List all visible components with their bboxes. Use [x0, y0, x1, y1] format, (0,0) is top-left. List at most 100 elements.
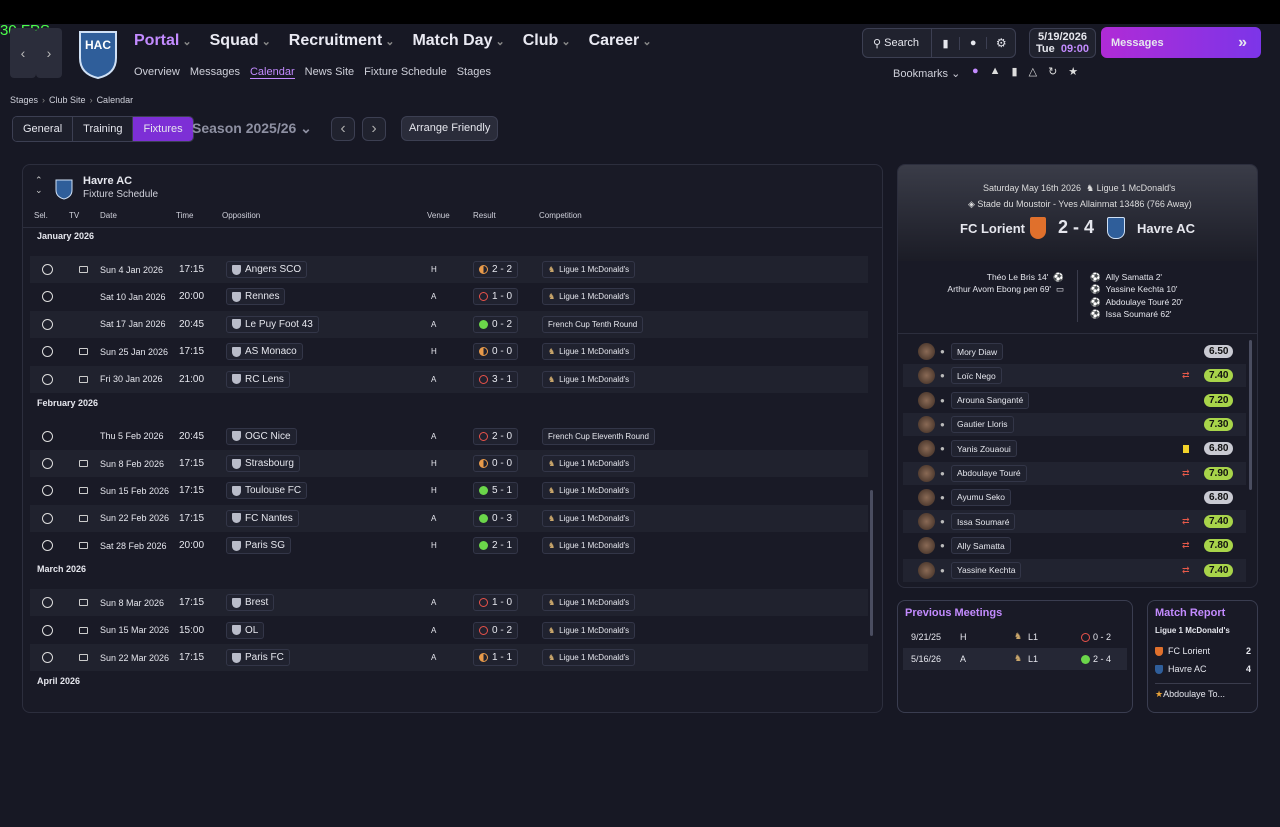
select-circle[interactable] — [42, 597, 53, 609]
select-circle[interactable] — [42, 373, 53, 385]
competition[interactable]: ♞ Ligue 1 McDonald's — [542, 509, 636, 527]
arrange-friendly-button[interactable]: Arrange Friendly — [401, 116, 499, 141]
fixture-row[interactable]: Sun 8 Mar 2026 17:15 Brest A 1 - 0 ♞ Ligue 1 M… — [30, 589, 868, 617]
competition[interactable]: ♞ Ligue 1 McDonald's — [542, 370, 636, 388]
settings-button[interactable]: ⚙ — [995, 36, 1007, 50]
opposition[interactable]: Paris SG — [226, 537, 292, 555]
subnav-item[interactable]: Stages — [456, 66, 491, 78]
fixture-row[interactable]: Sun 22 Feb 2026 17:15 FC Nantes A 0 - 3 ♞ Ligu… — [30, 504, 868, 532]
player-row[interactable]: ● Abdoulaye Touré ⇄ 7.90 — [903, 461, 1246, 485]
fixture-row[interactable]: Sun 22 Mar 2026 17:15 Paris FC A 1 - 1 ♞ Ligue… — [30, 644, 868, 671]
season-select[interactable]: Season 2025/26 ⌄ — [192, 120, 312, 136]
player-name[interactable]: Gautier Lloris — [951, 415, 1014, 433]
match-report[interactable] — [1147, 600, 1258, 713]
competition[interactable]: ♞ Ligue 1 McDonald's — [542, 288, 636, 306]
result[interactable]: 0 - 3 — [473, 509, 519, 527]
bookmarks-menu[interactable]: Bookmarks ⌄ — [893, 68, 961, 80]
player-name[interactable]: Loïc Nego — [951, 367, 1002, 385]
fixture-row[interactable]: Sun 8 Feb 2026 17:15 Strasbourg H 0 - 0 ♞ Ligu… — [30, 450, 868, 477]
fixture-row[interactable]: Sun 15 Mar 2026 15:00 OL A 0 - 2 ♞ Ligue 1 McD… — [30, 617, 868, 644]
opposition[interactable]: AS Monaco — [226, 343, 303, 361]
player-row[interactable]: ● Arouna Sanganté 7.20 — [903, 389, 1246, 412]
back-button[interactable]: ‹ — [10, 28, 36, 78]
tab[interactable]: Training — [72, 117, 133, 141]
competition[interactable]: ♞ Ligue 1 McDonald's — [542, 594, 636, 612]
subnav-item[interactable]: Calendar — [249, 66, 295, 79]
opposition[interactable]: OL — [226, 621, 265, 639]
fixture-row[interactable]: Sat 17 Jan 2026 20:45 Le Puy Foot 43 A 0 - 2… — [30, 310, 868, 338]
subnav-item[interactable]: Fixture Schedule — [364, 66, 447, 78]
fixture-row[interactable]: Sat 10 Jan 2026 20:00 Rennes A 1 - 0 ♞ Ligue 1… — [30, 283, 868, 310]
fixture-row[interactable]: Sun 15 Feb 2026 17:15 Toulouse FC H 5 - 1 ♞ Li… — [30, 477, 868, 504]
result[interactable]: 5 - 1 — [473, 482, 519, 500]
fixture-row[interactable]: Sun 25 Jan 2026 17:15 AS Monaco H 0 - 0 ♞ Ligu… — [30, 338, 868, 365]
result[interactable]: 2 - 2 — [473, 261, 519, 278]
player-row[interactable]: ● Yanis Zouaoui 6.80 — [903, 437, 1246, 460]
select-circle[interactable] — [42, 346, 53, 358]
result[interactable]: 2 - 0 — [473, 427, 519, 445]
competition[interactable]: ♞ Ligue 1 McDonald's — [542, 482, 636, 500]
next-season[interactable]: › — [362, 117, 386, 141]
crumb[interactable]: Club Site — [49, 95, 86, 105]
prev-season[interactable]: ‹ — [331, 117, 355, 141]
player-name[interactable]: Ally Samatta — [951, 537, 1011, 555]
player-name[interactable]: Ayumu Seko — [951, 488, 1012, 506]
result[interactable]: 1 - 0 — [473, 594, 519, 612]
opposition[interactable]: Angers SCO — [226, 261, 308, 278]
result[interactable]: 0 - 0 — [473, 455, 519, 472]
result[interactable]: 1 - 1 — [473, 649, 519, 666]
select-circle[interactable] — [42, 430, 53, 442]
fixture-row[interactable]: Sun 4 Jan 2026 17:15 Angers SCO H 2 - 2 ♞ Ligu… — [30, 256, 868, 283]
competition[interactable]: ♞ Ligue 1 McDonald's — [542, 455, 636, 472]
opposition[interactable]: RC Lens — [226, 370, 290, 388]
result[interactable]: 0 - 2 — [473, 315, 519, 333]
meeting-row[interactable]: 9/21/25 H ♞ L1 0 - 2 — [903, 626, 1127, 648]
result[interactable]: 1 - 0 — [473, 288, 519, 306]
result[interactable]: 0 - 0 — [473, 343, 519, 361]
opposition[interactable]: Toulouse FC — [226, 482, 308, 500]
opposition[interactable]: Brest — [226, 594, 275, 612]
player-name[interactable]: Yanis Zouaoui — [951, 440, 1017, 458]
competition[interactable]: ♞ Ligue 1 McDonald's — [542, 261, 636, 278]
subnav-item[interactable]: News Site — [304, 66, 355, 78]
player-name[interactable]: Arouna Sanganté — [951, 391, 1030, 409]
select-circle[interactable] — [42, 264, 53, 275]
player-row[interactable]: ● Ally Samatta ⇄ 7.80 — [903, 534, 1246, 557]
player-name[interactable]: Issa Soumaré — [951, 513, 1016, 531]
player-row[interactable]: ● Ayumu Seko 6.80 — [903, 486, 1246, 509]
result[interactable]: 3 - 1 — [473, 370, 519, 388]
tab[interactable]: General — [13, 117, 73, 141]
messages-button[interactable]: Messages» — [1101, 27, 1261, 58]
competition[interactable]: French Cup Tenth Round — [542, 315, 644, 333]
crumb[interactable]: Calendar — [96, 95, 134, 105]
meeting-row[interactable]: 5/16/26 A ♞ L1 2 - 4 — [903, 648, 1127, 670]
competition[interactable]: ♞ Ligue 1 McDonald's — [542, 537, 636, 555]
nav-item[interactable]: Match Day — [412, 32, 504, 50]
opposition[interactable]: FC Nantes — [226, 509, 299, 527]
select-circle[interactable] — [42, 291, 53, 303]
nav-item[interactable]: Recruitment — [289, 32, 395, 50]
crumb[interactable]: Stages — [10, 95, 39, 105]
tab[interactable]: Fixtures — [132, 117, 193, 141]
game-date[interactable]: 5/19/2026 Tue 09:00 — [1029, 28, 1096, 58]
result[interactable]: 2 - 1 — [473, 537, 519, 555]
opposition[interactable]: Rennes — [226, 288, 286, 306]
nav-item[interactable]: Squad — [210, 32, 271, 50]
player-name[interactable]: Mory Diaw — [951, 343, 1004, 360]
opposition[interactable]: OGC Nice — [226, 427, 297, 445]
select-circle[interactable] — [42, 540, 53, 552]
select-circle[interactable] — [42, 318, 53, 330]
collapse-toggle[interactable]: ⌃ ⌄ — [35, 175, 43, 195]
opposition[interactable]: Le Puy Foot 43 — [226, 315, 319, 333]
select-circle[interactable] — [42, 624, 53, 636]
player-row[interactable]: ● Gautier Lloris 7.30 — [903, 412, 1246, 436]
competition[interactable]: ♞ Ligue 1 McDonald's — [542, 343, 636, 361]
subnav-item[interactable]: Messages — [189, 66, 240, 78]
forward-button[interactable]: › — [36, 28, 62, 78]
fixture-row[interactable]: Sat 28 Feb 2026 20:00 Paris SG H 2 - 1 ♞ Ligue… — [30, 532, 868, 559]
player-row[interactable]: ● Loïc Nego ⇄ 7.40 — [903, 364, 1246, 388]
fixture-row[interactable]: Thu 5 Feb 2026 20:45 OGC Nice A 2 - 0 French … — [30, 423, 868, 450]
bookmark-button[interactable]: ▮ — [932, 36, 960, 50]
subnav-item[interactable]: Overview — [134, 66, 180, 78]
competition[interactable]: ♞ Ligue 1 McDonald's — [542, 621, 636, 639]
